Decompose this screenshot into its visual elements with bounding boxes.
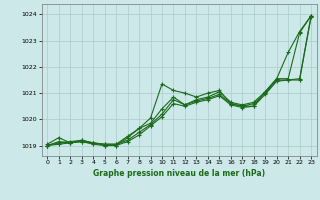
X-axis label: Graphe pression niveau de la mer (hPa): Graphe pression niveau de la mer (hPa) — [93, 169, 265, 178]
